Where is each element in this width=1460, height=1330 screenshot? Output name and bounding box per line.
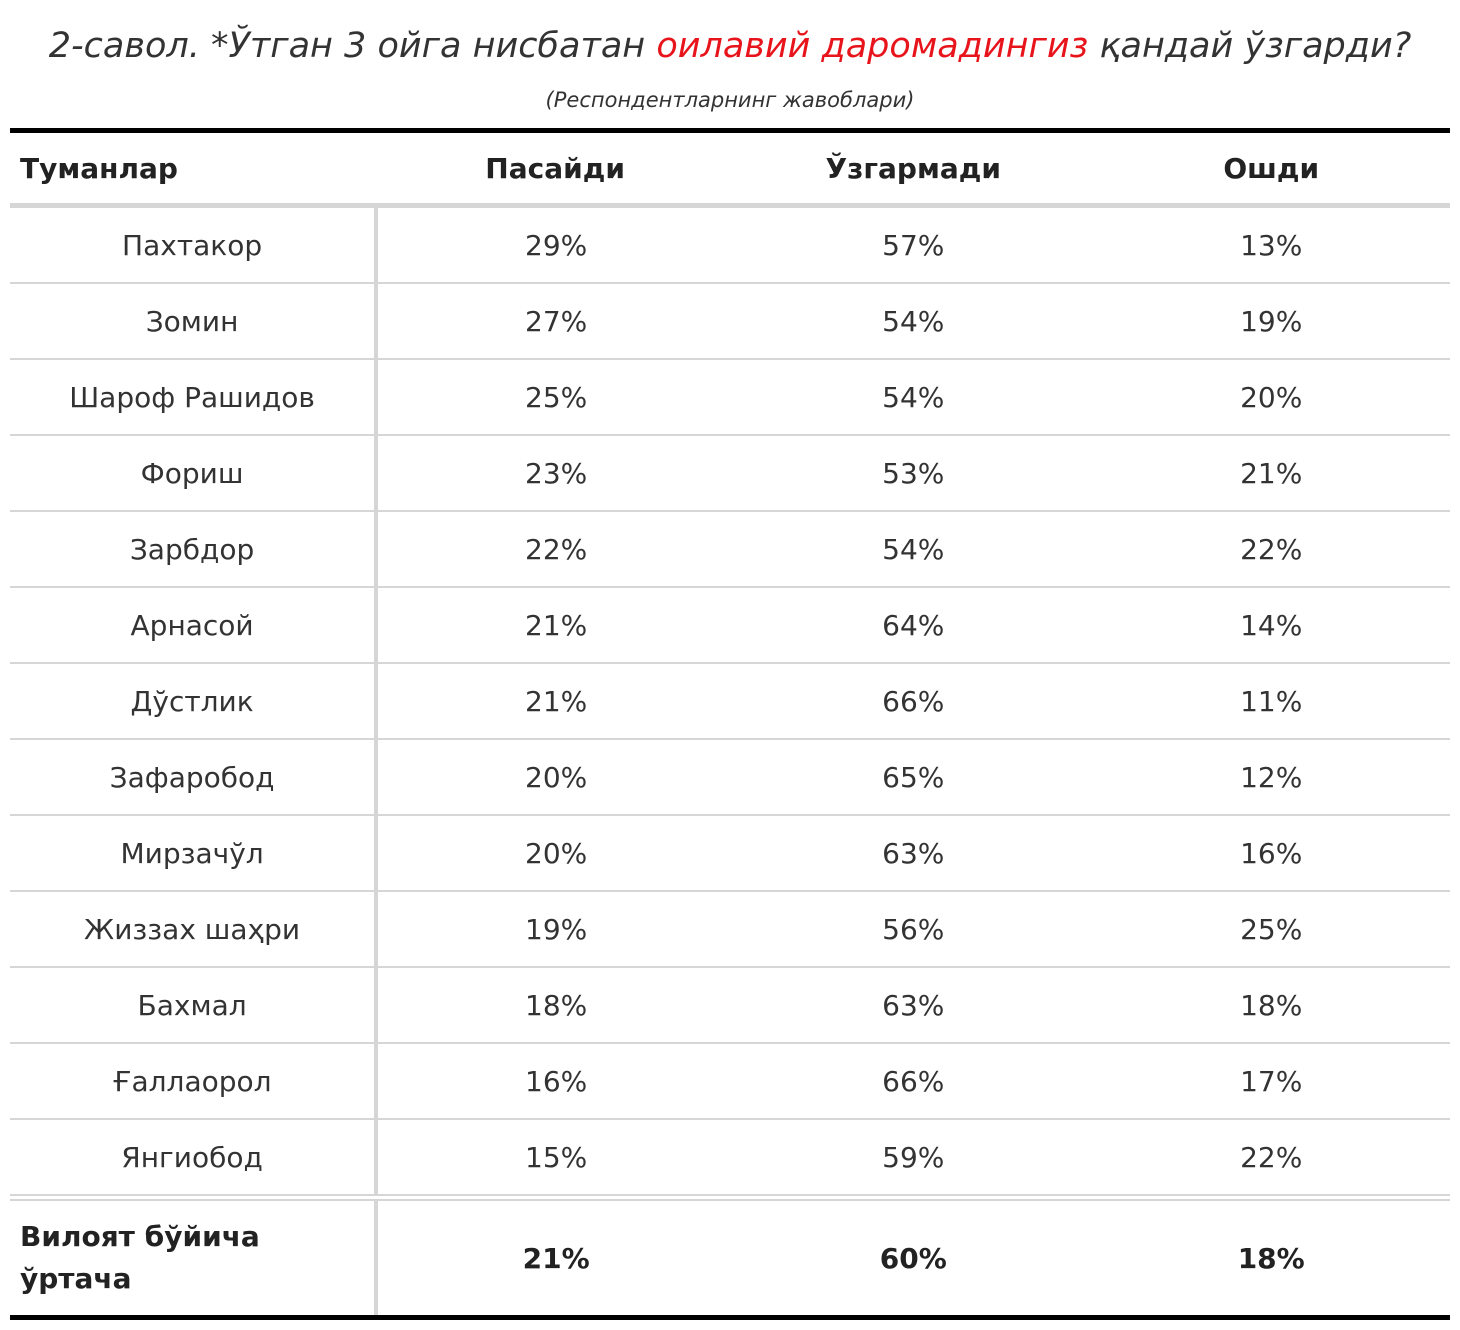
district-name: Арнасой xyxy=(10,587,379,664)
decreased-value: 25% xyxy=(376,359,735,436)
unchanged-value: 57% xyxy=(734,205,1093,284)
unchanged-value: 54% xyxy=(734,511,1093,588)
decreased-value: 29% xyxy=(376,205,735,284)
district-name: Зафаробод xyxy=(10,739,379,816)
header-unchanged: Ўзгармади xyxy=(734,128,1093,208)
average-unchanged: 60% xyxy=(734,1197,1093,1320)
title-suffix: қандай ўзгарди? xyxy=(1088,26,1412,66)
decreased-value: 27% xyxy=(376,283,735,360)
table-row: Мирзачўл 20% 63% 16% xyxy=(10,815,1450,892)
title-highlight: оилавий даромадингиз xyxy=(656,26,1089,66)
increased-value: 22% xyxy=(1092,1119,1450,1201)
district-name: Бахмал xyxy=(10,967,379,1044)
unchanged-value: 64% xyxy=(734,587,1093,664)
unchanged-value: 66% xyxy=(734,1043,1093,1120)
decreased-value: 20% xyxy=(376,739,735,816)
unchanged-value: 56% xyxy=(734,891,1093,968)
increased-value: 25% xyxy=(1092,891,1450,968)
chart-title: 2-савол. *Ўтган 3 ойга нисбатан оилавий … xyxy=(0,26,1460,66)
table-row: Ғаллаорол 16% 66% 17% xyxy=(10,1043,1450,1120)
district-name: Зомин xyxy=(10,283,379,360)
increased-value: 11% xyxy=(1092,663,1450,740)
table-row: Зафаробод 20% 65% 12% xyxy=(10,739,1450,816)
unchanged-value: 54% xyxy=(734,283,1093,360)
increased-value: 19% xyxy=(1092,283,1450,360)
table-row: Фориш 23% 53% 21% xyxy=(10,435,1450,512)
title-prefix: 2-савол. *Ўтган 3 ойга нисбатан xyxy=(48,26,657,66)
increased-value: 21% xyxy=(1092,435,1450,512)
decreased-value: 22% xyxy=(376,511,735,588)
increased-value: 18% xyxy=(1092,967,1450,1044)
decreased-value: 21% xyxy=(376,587,735,664)
table-row: Зарбдор 22% 54% 22% xyxy=(10,511,1450,588)
decreased-value: 20% xyxy=(376,815,735,892)
average-label: Вилоят бўйича ўртача xyxy=(10,1197,379,1320)
table-row: Янгиобод 15% 59% 22% xyxy=(10,1119,1450,1201)
decreased-value: 18% xyxy=(376,967,735,1044)
table-row: Арнасой 21% 64% 14% xyxy=(10,587,1450,664)
average-increased: 18% xyxy=(1092,1197,1450,1320)
unchanged-value: 59% xyxy=(734,1119,1093,1201)
table-row: Шароф Рашидов 25% 54% 20% xyxy=(10,359,1450,436)
table-body: Пахтакор 29% 57% 13% Зомин 27% 54% 19% Шароф Раш… xyxy=(10,205,1450,1320)
increased-value: 14% xyxy=(1092,587,1450,664)
unchanged-value: 65% xyxy=(734,739,1093,816)
increased-value: 16% xyxy=(1092,815,1450,892)
table-row: Жиззах шаҳри 19% 56% 25% xyxy=(10,891,1450,968)
unchanged-value: 63% xyxy=(734,967,1093,1044)
table-row: Пахтакор 29% 57% 13% xyxy=(10,205,1450,284)
average-row: Вилоят бўйича ўртача 21% 60% 18% xyxy=(10,1197,1450,1320)
increased-value: 17% xyxy=(1092,1043,1450,1120)
district-name: Пахтакор xyxy=(10,205,379,284)
district-name: Жиззах шаҳри xyxy=(10,891,379,968)
chart-subtitle: (Респондентларнинг жавоблари) xyxy=(545,88,915,112)
increased-value: 12% xyxy=(1092,739,1450,816)
header-increased: Ошди xyxy=(1092,128,1450,208)
district-name: Мирзачўл xyxy=(10,815,379,892)
unchanged-value: 63% xyxy=(734,815,1093,892)
table-row: Дўстлик 21% 66% 11% xyxy=(10,663,1450,740)
increased-value: 20% xyxy=(1092,359,1450,436)
district-name: Янгиобод xyxy=(10,1119,379,1201)
header-row: Туманлар Пасайди Ўзгармади Ошди xyxy=(10,128,1450,208)
district-name: Ғаллаорол xyxy=(10,1043,379,1120)
district-name: Дўстлик xyxy=(10,663,379,740)
decreased-value: 21% xyxy=(376,663,735,740)
table-row: Бахмал 18% 63% 18% xyxy=(10,967,1450,1044)
district-name: Зарбдор xyxy=(10,511,379,588)
decreased-value: 19% xyxy=(376,891,735,968)
average-decreased: 21% xyxy=(376,1197,735,1320)
unchanged-value: 54% xyxy=(734,359,1093,436)
increased-value: 13% xyxy=(1092,205,1450,284)
header-decreased: Пасайди xyxy=(376,128,735,208)
decreased-value: 15% xyxy=(376,1119,735,1201)
header-district: Туманлар xyxy=(10,128,377,208)
data-table: Туманлар Пасайди Ўзгармади Ошди Пахтакор… xyxy=(10,128,1450,1320)
district-name: Фориш xyxy=(10,435,379,512)
unchanged-value: 66% xyxy=(734,663,1093,740)
unchanged-value: 53% xyxy=(734,435,1093,512)
district-name: Шароф Рашидов xyxy=(10,359,379,436)
decreased-value: 23% xyxy=(376,435,735,512)
table-row: Зомин 27% 54% 19% xyxy=(10,283,1450,360)
increased-value: 22% xyxy=(1092,511,1450,588)
decreased-value: 16% xyxy=(376,1043,735,1120)
